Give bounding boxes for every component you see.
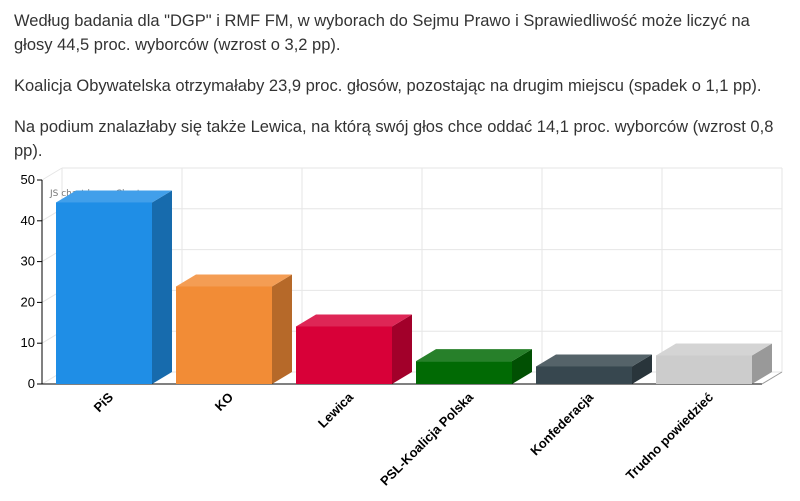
x-axis-depth-line [761,371,783,385]
bar-side [392,314,412,384]
bar-top [176,274,292,287]
y-tick-label: 0 [28,376,35,391]
bar [416,349,532,384]
bar [296,314,412,384]
bar-front [176,286,272,384]
bar-front [656,355,752,384]
bar-side [752,343,772,384]
article-paragraph: Koalicja Obywatelska otrzymałaby 23,9 pr… [14,77,762,95]
bar-side [632,354,652,384]
bar-front [56,202,152,384]
x-tick-label: Trudno powiedzieć [623,390,716,483]
bar-top [536,354,652,367]
bar [56,190,172,384]
bar-top [656,343,772,356]
x-tick-label: PiS [91,389,117,415]
y-tick-label: 50 [21,172,35,187]
bar-top [296,314,412,327]
y-tick-label: 30 [21,254,35,269]
bar-front [296,326,392,384]
x-tick-label: PSL-Koalicja Polska [377,389,477,489]
x-tick-label: Lewica [315,389,357,431]
bar-top [56,190,172,203]
bars [56,190,772,384]
bar-side [152,190,172,384]
bar-side [512,349,532,384]
bar [656,343,772,384]
bar-top [416,349,532,362]
gridline-depth [41,167,63,181]
x-tick-label: Konfederacja [527,389,596,458]
article-paragraph: Na podium znalazłaby się także Lewica, n… [14,118,774,160]
bar-side [272,274,292,384]
y-tick-label: 10 [21,335,35,350]
article-paragraph: Według badania dla "DGP" i RMF FM, w wyb… [14,12,750,54]
x-tick-label: KO [212,390,236,414]
y-tick-label: 40 [21,213,35,228]
bar-front [416,361,512,384]
y-axis: 0 10 20 30 40 50 [21,172,42,391]
y-tick-label: 20 [21,294,35,309]
bar-front [536,366,632,384]
bar [536,354,652,384]
bar [176,274,292,384]
